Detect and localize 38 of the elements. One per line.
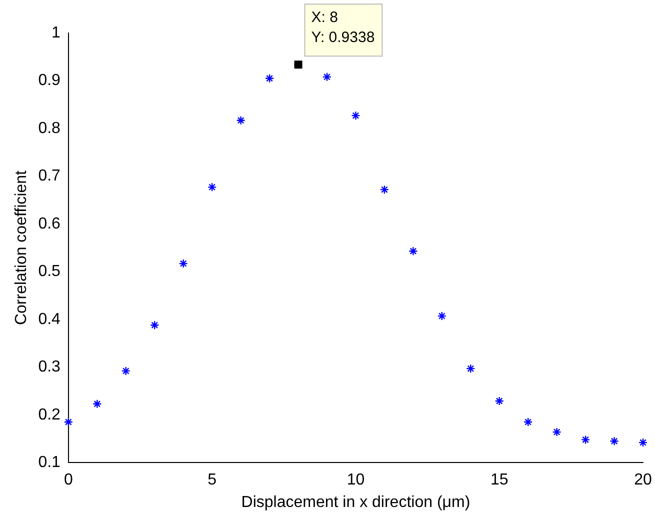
point	[437, 311, 447, 321]
point	[580, 435, 590, 444]
point	[150, 320, 160, 330]
point	[610, 436, 619, 446]
point	[466, 364, 476, 374]
point	[552, 427, 562, 437]
x-tick-label: 15	[490, 472, 508, 489]
point	[121, 366, 130, 376]
y-tick-label: 0.2	[38, 406, 61, 424]
point	[494, 396, 504, 406]
y-tick-label: 0.9	[38, 72, 61, 90]
y-tick-label: 0.3	[38, 358, 61, 376]
point	[92, 399, 102, 408]
point	[322, 72, 332, 82]
y-tick-label: 0.4	[38, 310, 61, 328]
point	[207, 182, 217, 192]
y-tick-label: 0.8	[38, 120, 61, 137]
y-tick-label: 0.1	[38, 454, 61, 472]
annotation: X: 8 Y: 0.9338	[311, 9, 375, 46]
point	[351, 110, 360, 120]
point	[638, 438, 648, 448]
x-tick-label: 20	[634, 472, 652, 489]
y-axis-title: Correlation coefficient	[13, 170, 30, 326]
x-tick-label: 5	[208, 472, 217, 489]
y-tick-label: 0.5	[38, 263, 61, 280]
point	[178, 258, 188, 268]
y-tick-label: 0.7	[38, 168, 61, 185]
point	[64, 417, 74, 427]
x-axis-title: Displacement in x direction (μm)	[241, 494, 470, 511]
point	[408, 246, 418, 256]
y-tick-label: 1	[52, 24, 61, 42]
point	[523, 417, 533, 427]
point	[380, 184, 390, 194]
point	[264, 74, 274, 83]
y-tick-label: 0.6	[38, 215, 61, 232]
point	[236, 116, 246, 125]
x-tick-label: 0	[64, 472, 73, 489]
x-tick-label: 10	[346, 472, 365, 489]
